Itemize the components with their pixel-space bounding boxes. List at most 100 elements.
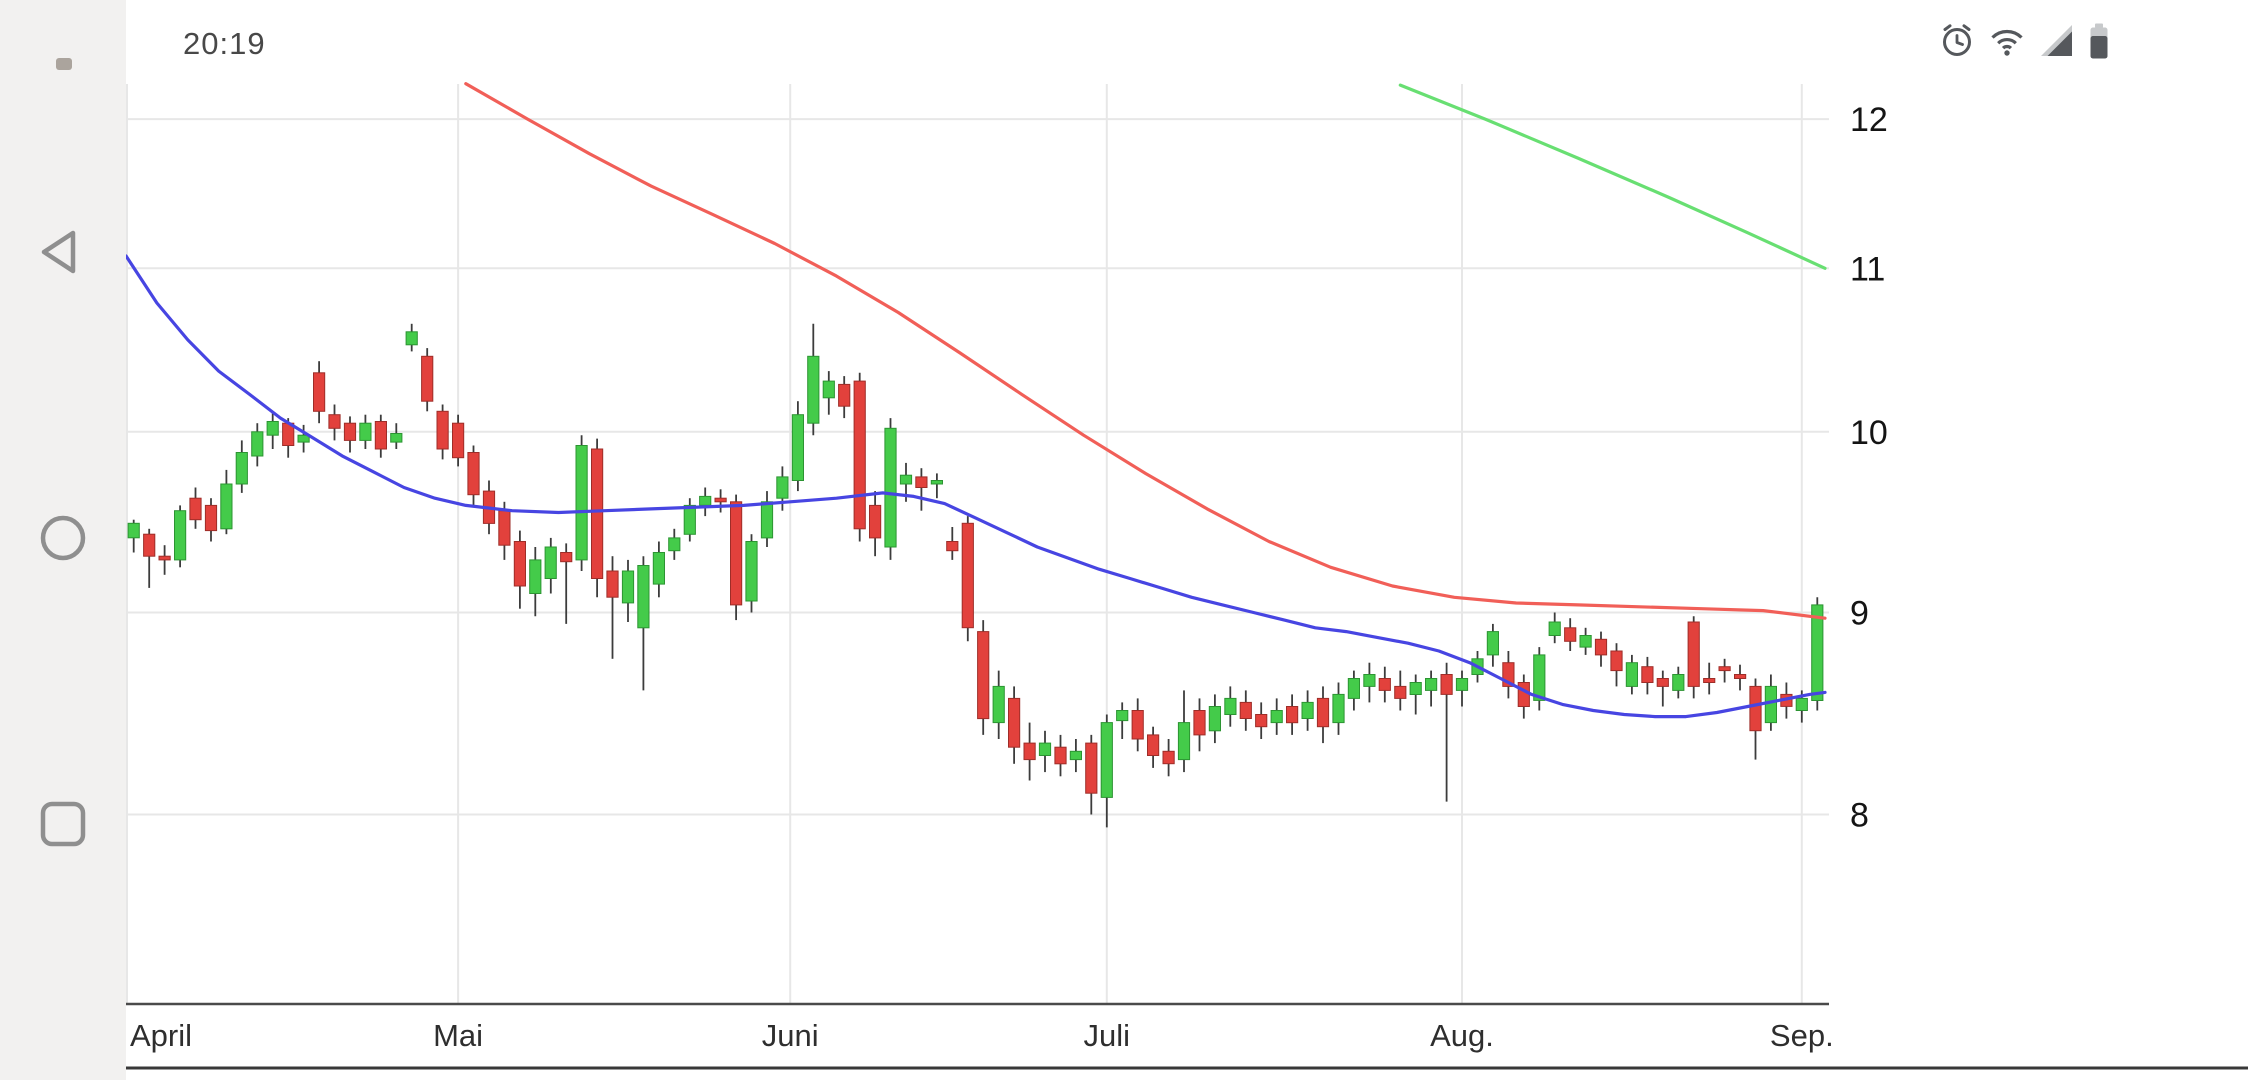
- candle-body: [1116, 710, 1129, 722]
- candle-body: [1455, 678, 1469, 691]
- chart-gridlines: [126, 84, 1829, 1004]
- candle-body: [529, 559, 542, 595]
- candlestick-chart[interactable]: April Mai Juni Juli Aug. Sep. 12 11 10 9 8: [126, 0, 2248, 1080]
- alarm-icon: [1943, 24, 1971, 56]
- candle-body: [884, 427, 897, 548]
- candle-body: [452, 422, 465, 459]
- candle-body: [1038, 742, 1052, 756]
- candle-body: [1425, 678, 1438, 691]
- candle-body: [1594, 638, 1608, 656]
- candle-body: [1579, 635, 1592, 648]
- candle-body: [961, 522, 974, 629]
- candle-body: [1672, 674, 1685, 691]
- y-tick-label: 8: [1850, 797, 1869, 835]
- candle-body: [158, 555, 171, 561]
- candle-body: [1147, 734, 1160, 757]
- home-button[interactable]: [37, 512, 89, 564]
- wifi-icon: [1991, 29, 2023, 56]
- candle-body: [776, 476, 789, 499]
- candle-body: [1703, 678, 1716, 683]
- candle-body: [591, 448, 604, 579]
- y-tick-label: 10: [1850, 414, 1888, 452]
- x-month-label: April: [130, 1018, 192, 1053]
- candle-body: [1270, 710, 1283, 724]
- candle-body: [1085, 742, 1098, 794]
- candle-body: [668, 537, 681, 552]
- candle-body: [1409, 682, 1422, 695]
- candle-body: [1177, 722, 1191, 761]
- recents-square-icon: [40, 801, 86, 847]
- candle-body: [899, 474, 913, 485]
- candle-body: [1347, 678, 1361, 699]
- candle-body: [1533, 654, 1546, 701]
- candle-body: [1811, 604, 1824, 702]
- candle-body: [1486, 631, 1500, 656]
- candle-body: [1131, 710, 1144, 740]
- candle-body: [189, 497, 202, 521]
- candle-body: [1548, 621, 1561, 636]
- candle-body: [1687, 621, 1700, 687]
- candle-body: [405, 331, 418, 346]
- candle-body: [915, 476, 928, 488]
- candle-body: [204, 504, 218, 532]
- chart-canvas[interactable]: April Mai Juni Juli Aug. Sep. 12 11 10 9 8: [126, 0, 2248, 1080]
- candle-body: [1610, 650, 1623, 672]
- candle-body: [1224, 697, 1237, 716]
- ma-short-blue-line: [126, 254, 1827, 719]
- candle-body: [1564, 627, 1577, 642]
- candle-body: [467, 452, 480, 496]
- candle-body: [513, 541, 526, 587]
- x-month-label: Juli: [1084, 1018, 1131, 1053]
- candle-body: [621, 570, 635, 604]
- battery-icon: [2090, 23, 2108, 59]
- candle-body: [1301, 701, 1314, 720]
- camera-cutout-dot: [56, 58, 72, 70]
- candle-body: [838, 383, 851, 407]
- candle-body: [1286, 706, 1299, 724]
- candle-body: [1255, 714, 1268, 728]
- candle-body: [1718, 666, 1731, 672]
- candle-body: [1378, 678, 1391, 691]
- candle-body: [174, 510, 187, 561]
- candles: [127, 323, 1824, 828]
- candle-body: [869, 504, 882, 539]
- candle-body: [1764, 685, 1778, 724]
- candle-body: [1069, 750, 1082, 761]
- candle-body: [1641, 666, 1654, 684]
- ma-long-red-line: [464, 82, 1827, 620]
- x-month-label: Mai: [433, 1018, 483, 1053]
- candle-body: [807, 355, 820, 424]
- candle-body: [1193, 710, 1206, 736]
- candle-body: [235, 452, 248, 485]
- candle-body: [1316, 697, 1330, 728]
- candle-body: [1162, 750, 1175, 765]
- candle-body: [606, 570, 619, 598]
- candle-body: [1394, 685, 1407, 699]
- candle-body: [1008, 697, 1021, 748]
- candle-body: [1363, 674, 1376, 687]
- status-icons: [1938, 22, 2110, 60]
- candle-body: [1054, 746, 1067, 765]
- candle-body: [343, 422, 357, 441]
- candle-body: [1440, 674, 1453, 695]
- candle-body: [560, 552, 573, 563]
- candle-body: [822, 380, 835, 399]
- candle-body: [791, 414, 804, 482]
- candle-body: [127, 522, 140, 539]
- candle-body: [1239, 701, 1252, 720]
- candle-body: [977, 631, 990, 720]
- candle-body: [328, 414, 341, 429]
- candle-body: [266, 421, 279, 436]
- signal-icon: [2041, 25, 2072, 56]
- candle-body: [359, 422, 372, 441]
- candle-body: [313, 372, 326, 412]
- recents-button[interactable]: [37, 798, 89, 850]
- status-time: 20:19: [183, 26, 266, 61]
- y-tick-label: 12: [1850, 101, 1888, 139]
- candle-body: [498, 510, 511, 546]
- candle-body: [297, 434, 310, 443]
- back-button[interactable]: [37, 226, 89, 278]
- candle-body: [251, 431, 264, 457]
- candle-body: [1749, 685, 1762, 732]
